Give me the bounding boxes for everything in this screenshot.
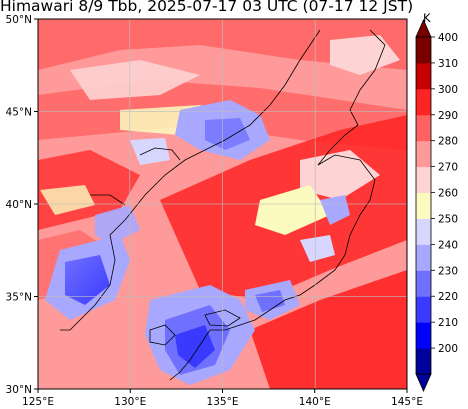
colorbar-bin [416, 166, 431, 194]
colorbar-tick-label: 280 [438, 136, 458, 148]
colorbar-bin [416, 140, 431, 168]
colorbar-bin [416, 270, 431, 297]
map-title: Himawari 8/9 Tbb, 2025-07-17 03 UTC (07-… [0, 0, 414, 15]
colorbar-bin [416, 296, 431, 323]
longitude-tick-labels: 125°E 130°E 135°E 140°E 145°E [22, 389, 423, 408]
colorbar-tick-label: 290 [438, 110, 458, 122]
coastlines [60, 29, 386, 381]
colorbar-tick-label: 240 [438, 239, 458, 251]
colorbar-bin [416, 88, 431, 116]
colorbar-tick-label: 210 [438, 317, 458, 329]
colorbar-min-extend [415, 373, 432, 392]
lon-tick-label: 140°E [299, 396, 331, 408]
colorbar-tick-label: 250 [438, 213, 458, 225]
lon-tick-label: 130°E [114, 396, 146, 408]
colorbar-tick-label: 220 [438, 291, 458, 303]
map-gridlines [38, 19, 407, 389]
lat-tick-label: 45°N [6, 107, 32, 119]
colorbar-tick-label: 400 [438, 32, 458, 44]
colorbar-bin [416, 62, 431, 90]
colorbar-unit-label: K [423, 11, 431, 25]
colorbar-bin [416, 348, 431, 375]
colorbar-tick-label: 310 [438, 58, 458, 70]
lat-tick-label: 50°N [6, 14, 32, 26]
colorbar-tick-label: 230 [438, 265, 458, 277]
colorbar-tick-label: 300 [438, 84, 458, 96]
colorbar-tick-label: 260 [438, 188, 458, 200]
colorbar-bin [416, 244, 431, 271]
colorbar-bin [416, 322, 431, 349]
colorbar-bin [416, 114, 431, 142]
colorbar-frame [415, 36, 432, 375]
colorbar-tick-label: 270 [438, 162, 458, 174]
lon-tick-label: 145°E [391, 396, 423, 408]
lat-tick-label: 35°N [6, 292, 32, 304]
latitude-tick-labels: 30°N 35°N 40°N 45°N 50°N [6, 14, 38, 396]
colorbar-bin [416, 218, 431, 245]
colorbar-tick-label: 200 [438, 343, 458, 355]
colorbar-bin [416, 37, 431, 64]
lat-tick-label: 30°N [6, 384, 32, 396]
tbb-map-panel [38, 19, 407, 389]
lat-tick-label: 40°N [6, 199, 32, 211]
lon-tick-label: 125°E [22, 396, 54, 408]
colorbar: 200 210 220 230 240 250 260 270 280 290 300 310 400 [415, 19, 458, 392]
lon-tick-label: 135°E [207, 396, 239, 408]
colorbar-bin [416, 192, 431, 219]
